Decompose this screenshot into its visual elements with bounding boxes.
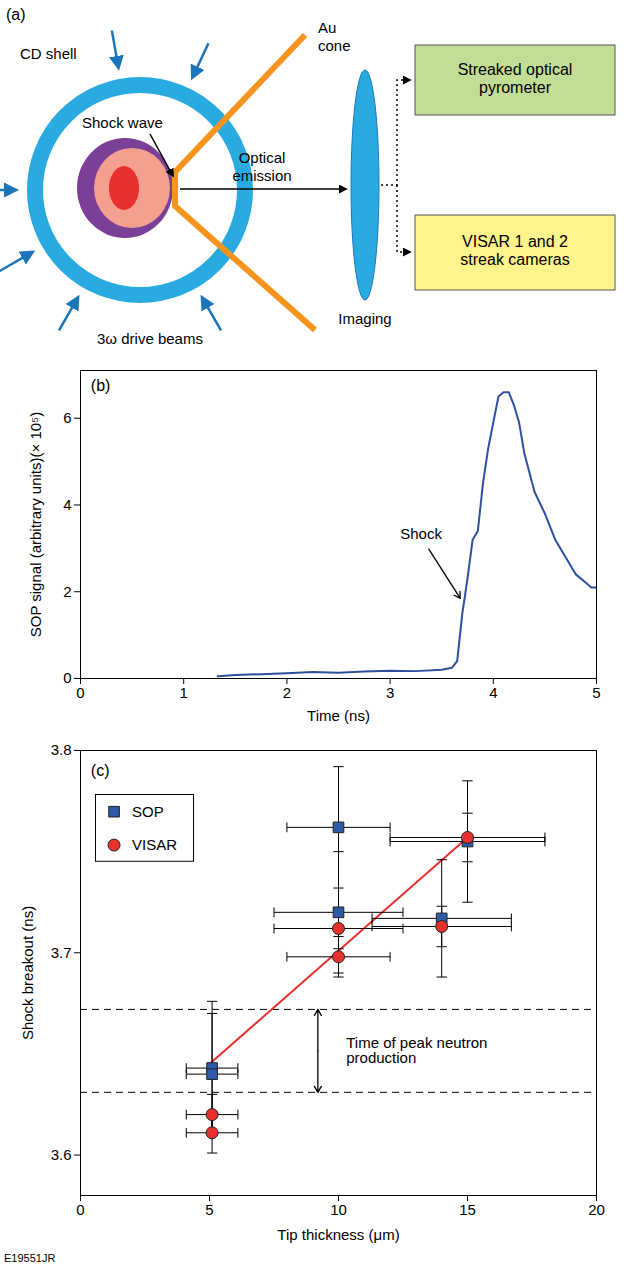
svg-text:(b): (b) <box>91 377 111 394</box>
svg-text:(c): (c) <box>91 762 110 779</box>
html-text:E19551JR: E19551JR <box>4 1252 56 1264</box>
svg-text:3: 3 <box>386 684 394 701</box>
svg-text:CD shell: CD shell <box>20 45 77 62</box>
svg-text:emission: emission <box>232 167 291 184</box>
svg-text:0: 0 <box>76 684 84 701</box>
svg-text:cone: cone <box>318 37 351 54</box>
svg-text:1: 1 <box>180 684 188 701</box>
svg-text:Streaked optical: Streaked optical <box>458 61 573 78</box>
svg-text:VISAR 1 and 2: VISAR 1 and 2 <box>462 233 568 250</box>
svg-text:15: 15 <box>459 1201 476 1218</box>
svg-text:6: 6 <box>63 409 71 426</box>
svg-text:3.8: 3.8 <box>51 741 72 758</box>
svg-text:Shock breakout (ns): Shock breakout (ns) <box>19 906 36 1040</box>
svg-text:streak cameras: streak cameras <box>460 251 569 268</box>
svg-text:Time of peak neutronproduction: Time of peak neutronproduction <box>346 1034 487 1066</box>
svg-text:5: 5 <box>592 684 600 701</box>
svg-text:VISAR: VISAR <box>132 836 177 853</box>
svg-text:10: 10 <box>330 1201 347 1218</box>
svg-text:Tip thickness (μm): Tip thickness (μm) <box>277 1226 399 1243</box>
svg-text:2: 2 <box>283 684 291 701</box>
svg-text:(a): (a) <box>6 6 26 23</box>
svg-text:SOP signal (arbitrary units)(×: SOP signal (arbitrary units)(× 10⁵) <box>27 412 44 638</box>
svg-text:2: 2 <box>63 583 71 600</box>
svg-text:3.6: 3.6 <box>51 1146 72 1163</box>
svg-text:Imaging: Imaging <box>338 310 391 327</box>
svg-text:3ω drive beams: 3ω drive beams <box>97 330 203 347</box>
svg-text:4: 4 <box>63 496 71 513</box>
svg-text:Time (ns): Time (ns) <box>307 707 370 724</box>
svg-text:5: 5 <box>205 1201 213 1218</box>
svg-text:Au: Au <box>318 19 336 36</box>
svg-text:Optical: Optical <box>239 149 286 166</box>
svg-text:SOP: SOP <box>132 802 164 819</box>
svg-text:3.7: 3.7 <box>51 944 72 961</box>
svg-text:Shock: Shock <box>400 525 442 542</box>
svg-text:0: 0 <box>63 669 71 686</box>
svg-text:4: 4 <box>489 684 497 701</box>
svg-text:0: 0 <box>76 1201 84 1218</box>
svg-text:20: 20 <box>588 1201 605 1218</box>
svg-text:pyrometer: pyrometer <box>479 79 552 96</box>
svg-text:Shock wave: Shock wave <box>82 114 163 131</box>
